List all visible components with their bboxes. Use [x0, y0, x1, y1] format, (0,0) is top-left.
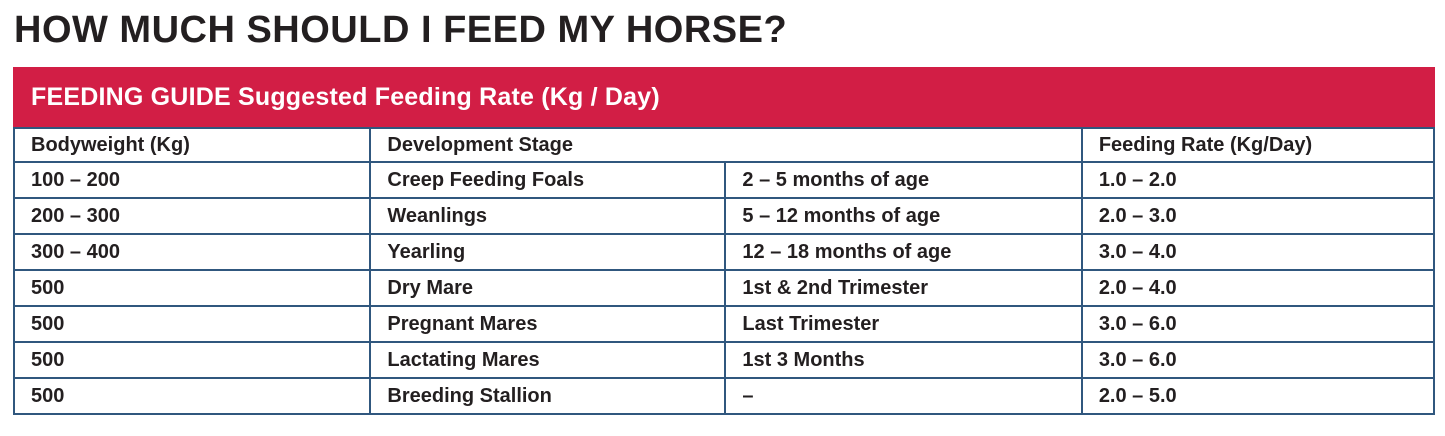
table-cell-stage: Dry Mare	[369, 269, 727, 307]
table-cell-rate: 2.0 – 3.0	[1080, 197, 1436, 235]
table-cell-stage: Pregnant Mares	[369, 305, 727, 343]
page-title: HOW MUCH SHOULD I FEED MY HORSE?	[14, 9, 788, 51]
table-cell-rate: 2.0 – 4.0	[1080, 269, 1436, 307]
table-cell-age: 5 – 12 months of age	[724, 197, 1083, 235]
table-row: 500 Pregnant Mares Last Trimester 3.0 – …	[12, 305, 1436, 343]
table-cell-bodyweight: 500	[12, 269, 372, 307]
table-cell-bodyweight: 300 – 400	[12, 233, 372, 271]
table-row: 500 Lactating Mares 1st 3 Months 3.0 – 6…	[12, 341, 1436, 379]
column-header-bodyweight: Bodyweight (Kg)	[12, 127, 372, 163]
table-row: 500 Dry Mare 1st & 2nd Trimester 2.0 – 4…	[12, 269, 1436, 307]
table-header-row: Bodyweight (Kg) Development Stage Feedin…	[12, 127, 1436, 163]
table-cell-rate: 3.0 – 4.0	[1080, 233, 1436, 271]
table-cell-age: 2 – 5 months of age	[724, 161, 1083, 199]
table-cell-stage: Lactating Mares	[369, 341, 727, 379]
table-cell-bodyweight: 100 – 200	[12, 161, 372, 199]
table-cell-age: Last Trimester	[724, 305, 1083, 343]
table-cell-age: –	[724, 377, 1083, 415]
banner-label: FEEDING GUIDE Suggested Feeding Rate (Kg…	[31, 82, 660, 111]
feeding-rate-table: Bodyweight (Kg) Development Stage Feedin…	[12, 127, 1436, 415]
table-cell-bodyweight: 500	[12, 377, 372, 415]
table-cell-stage: Yearling	[369, 233, 727, 271]
table-cell-age: 12 – 18 months of age	[724, 233, 1083, 271]
table-cell-rate: 3.0 – 6.0	[1080, 305, 1436, 343]
column-header-development-stage: Development Stage	[369, 127, 1083, 163]
table-cell-stage: Creep Feeding Foals	[369, 161, 727, 199]
table-cell-bodyweight: 500	[12, 305, 372, 343]
table-cell-age: 1st 3 Months	[724, 341, 1083, 379]
table-cell-rate: 2.0 – 5.0	[1080, 377, 1436, 415]
table-cell-rate: 1.0 – 2.0	[1080, 161, 1436, 199]
table-cell-stage: Breeding Stallion	[369, 377, 727, 415]
table-cell-bodyweight: 200 – 300	[12, 197, 372, 235]
table-row: 100 – 200 Creep Feeding Foals 2 – 5 mont…	[12, 161, 1436, 199]
table-cell-rate: 3.0 – 6.0	[1080, 341, 1436, 379]
table-row: 500 Breeding Stallion – 2.0 – 5.0	[12, 377, 1436, 415]
table-cell-bodyweight: 500	[12, 341, 372, 379]
table-row: 300 – 400 Yearling 12 – 18 months of age…	[12, 233, 1436, 271]
table-row: 200 – 300 Weanlings 5 – 12 months of age…	[12, 197, 1436, 235]
table-cell-stage: Weanlings	[369, 197, 727, 235]
feeding-guide-banner: FEEDING GUIDE Suggested Feeding Rate (Kg…	[13, 67, 1435, 127]
column-header-feeding-rate: Feeding Rate (Kg/Day)	[1080, 127, 1436, 163]
table-cell-age: 1st & 2nd Trimester	[724, 269, 1083, 307]
